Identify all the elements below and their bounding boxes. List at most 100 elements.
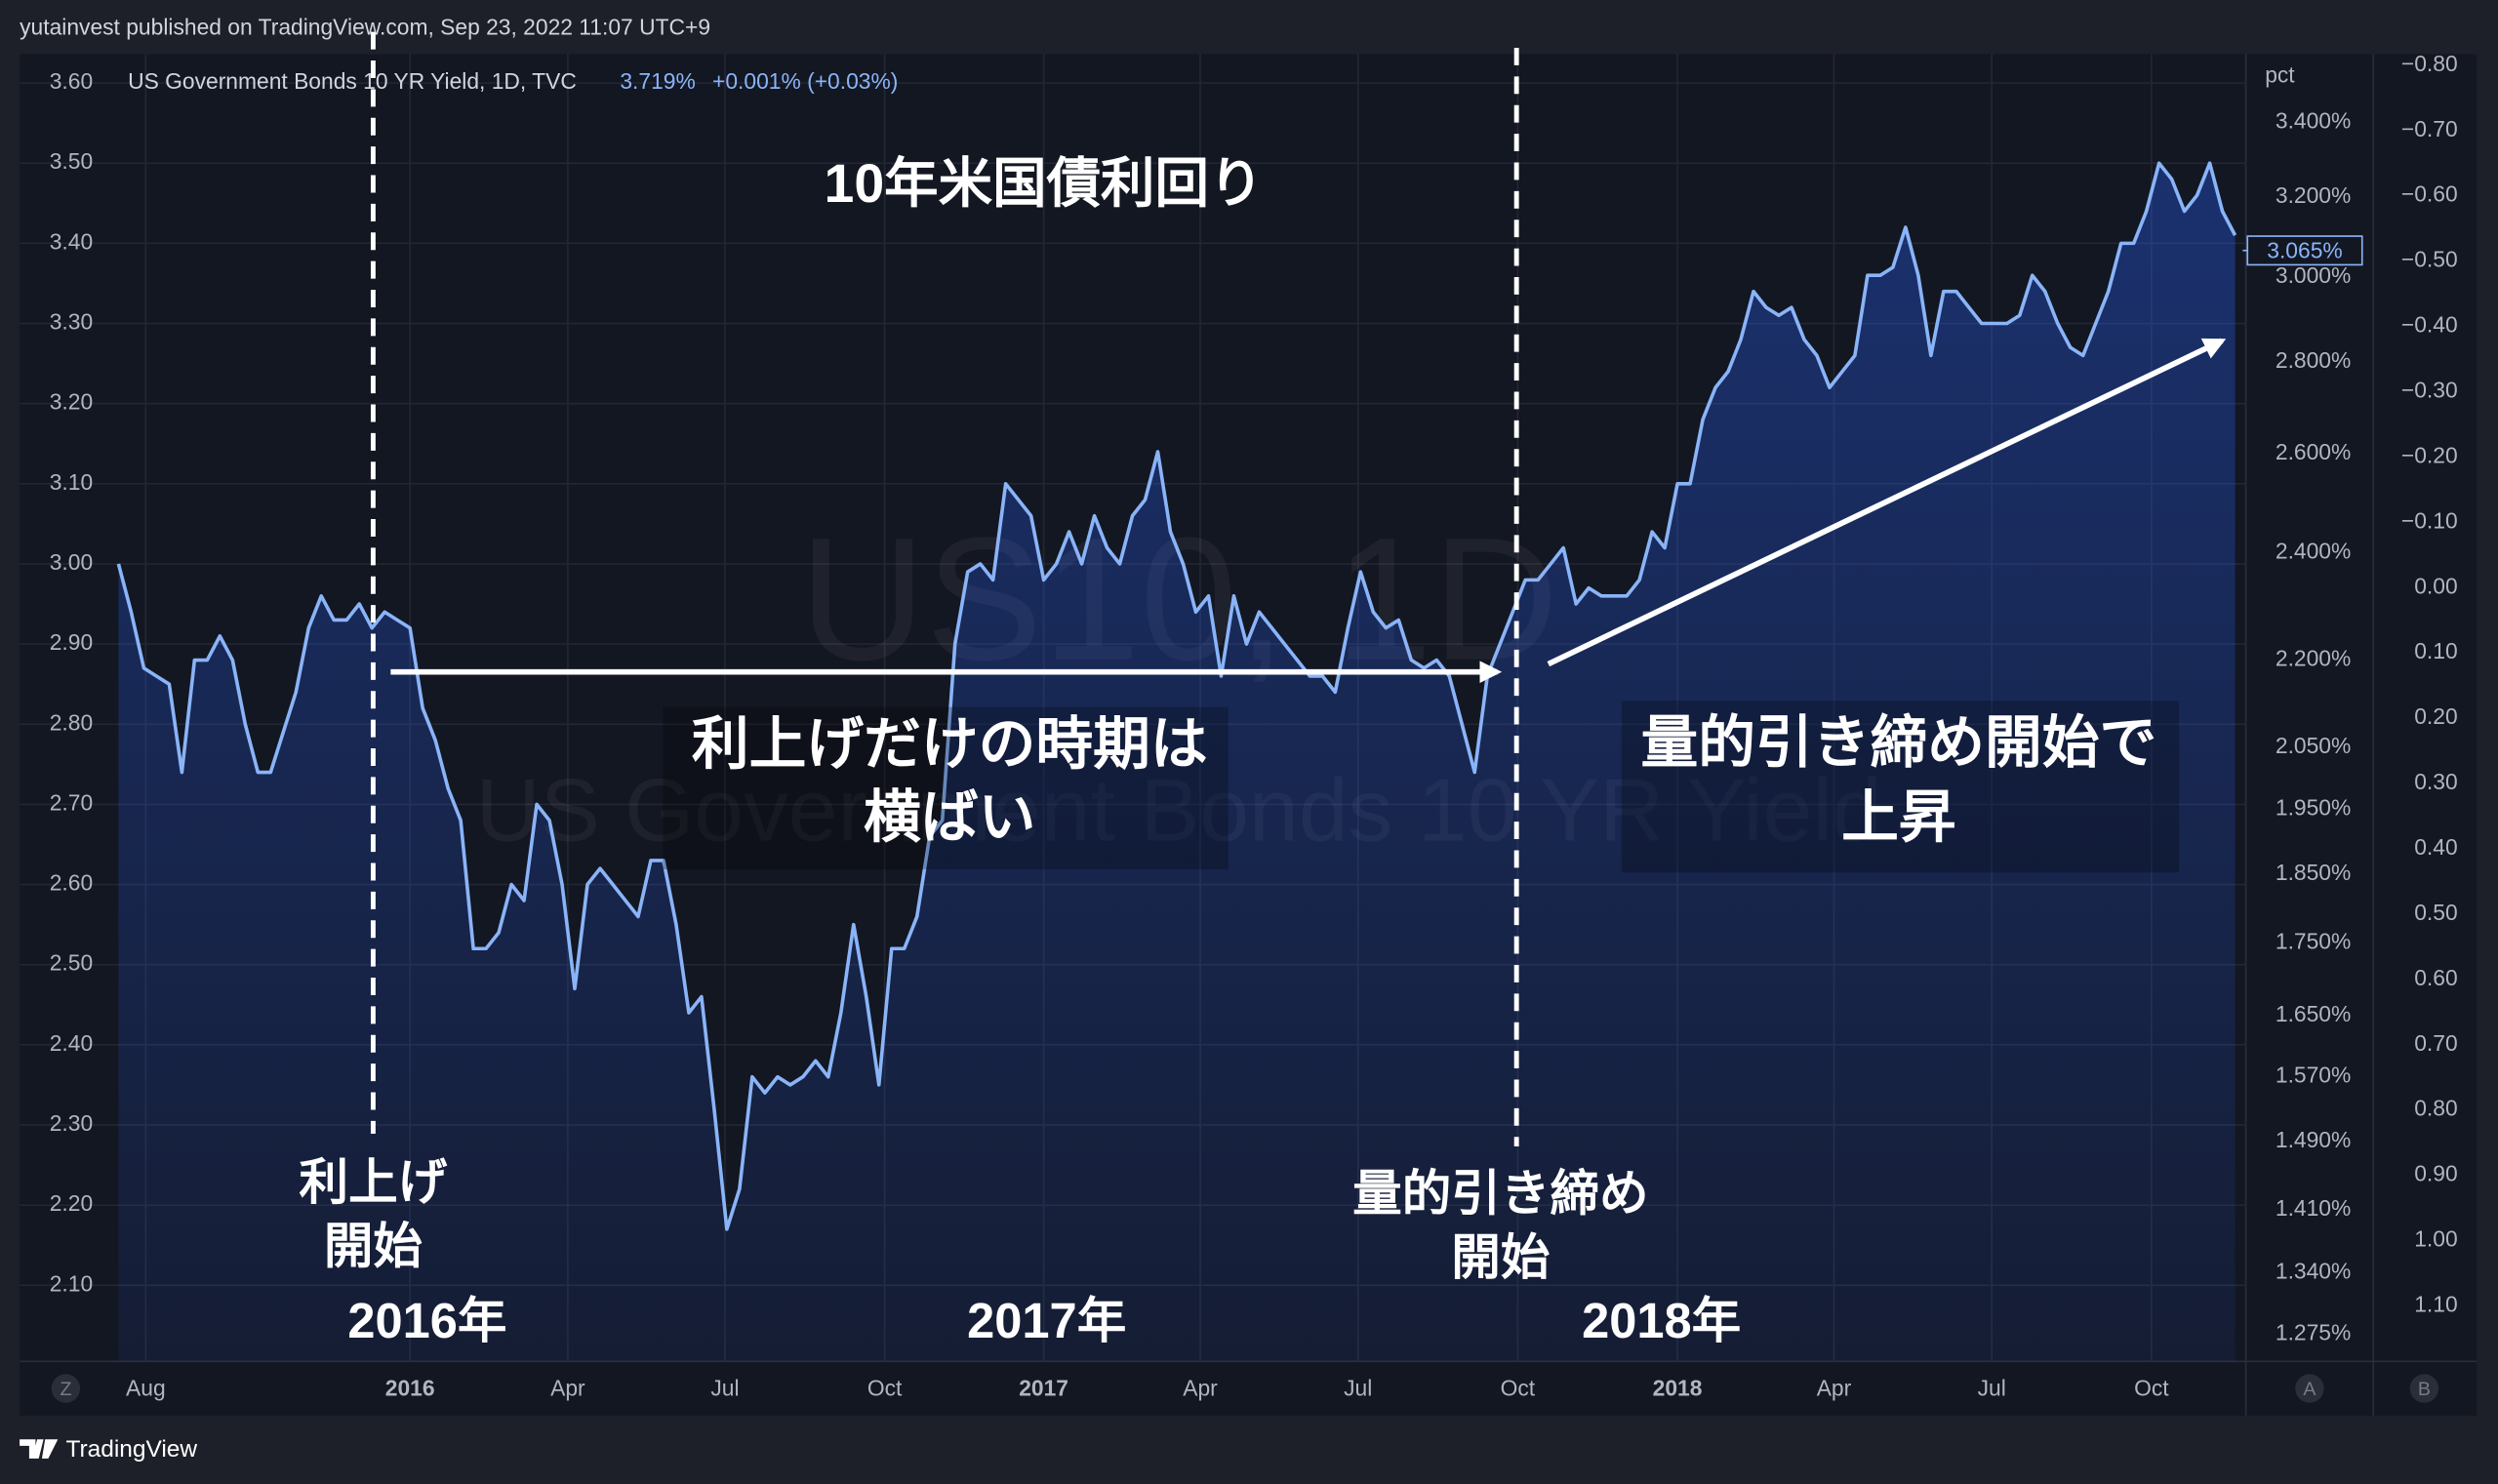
y2-tick-label: 1.650% (2276, 1001, 2351, 1026)
price-marker-box (2246, 235, 2363, 266)
scale-button[interactable]: B (2409, 1374, 2439, 1403)
y3-tick-label: 0.60 (2414, 965, 2457, 990)
button-bg[interactable] (51, 1374, 81, 1403)
x-tick-label: 2018 (1653, 1376, 1703, 1401)
annotation-text: 上昇 (1841, 786, 1955, 850)
y3-tick-label: −0.60 (2401, 181, 2458, 207)
annotation-text: 量的引き締め開始で (1640, 711, 2156, 775)
y3-tick-label: −0.30 (2401, 378, 2458, 403)
y3-tick-label: −0.20 (2401, 442, 2458, 467)
y2-tick-label: 2.200% (2276, 646, 2351, 671)
x-tick-label: Jul (710, 1376, 739, 1401)
y-tick-label: 3.40 (50, 228, 93, 254)
legend-entry: US Government Bonds 10 YR Yield, 1D, TVC (128, 68, 577, 94)
y2-tick-label: 1.750% (2276, 928, 2351, 953)
y3-tick-label: −0.40 (2401, 312, 2458, 338)
y2-tick-label: 1.850% (2276, 860, 2351, 885)
button-label[interactable]: A (2303, 1379, 2317, 1400)
price-marker-label: 3.065% (2267, 237, 2342, 262)
y-tick-label: 2.20 (50, 1190, 93, 1216)
annotation-text: 量的引き締め (1352, 1166, 1648, 1222)
scale-button[interactable]: Z (51, 1374, 81, 1403)
y3-tick-label: 0.40 (2414, 834, 2457, 860)
brand[interactable]: TradingView (20, 1436, 197, 1463)
x-tick-label: Jul (1344, 1376, 1372, 1401)
y-tick-label: 3.30 (50, 309, 93, 335)
y3-tick-label: 1.10 (2414, 1291, 2457, 1316)
y3-tick-label: −0.50 (2401, 247, 2458, 272)
y2-tick-label: 3.200% (2276, 182, 2351, 208)
y2-tick-label: 3.400% (2276, 107, 2351, 133)
price-scales (2245, 54, 2478, 1362)
annotation-text: 利上げ (300, 1154, 448, 1210)
y3-tick-label: 1.00 (2414, 1226, 2457, 1252)
y3-tick-label: 0.50 (2414, 900, 2457, 925)
annotation-text: 横ばい (864, 786, 1035, 850)
y-tick-label: 3.50 (50, 148, 93, 174)
x-tick-label: Apr (550, 1376, 585, 1401)
annotation-text: 開始 (1451, 1229, 1550, 1285)
legend-change: +0.001% (+0.03%) (712, 68, 898, 94)
x-tick-label: 2017 (1019, 1376, 1068, 1401)
series-layer (116, 161, 2237, 1362)
y-tick-label: 2.70 (50, 789, 93, 815)
scale-button[interactable]: A (2295, 1374, 2324, 1403)
chart-title: 10年米国債利回り (824, 153, 1263, 214)
y2-axis-label: pct (2265, 61, 2295, 87)
y-tick-label: 3.20 (50, 389, 93, 415)
y2-tick-label: 2.400% (2276, 538, 2351, 563)
y2-tick-label: 1.275% (2276, 1319, 2351, 1344)
y3-tick-label: 0.10 (2414, 638, 2457, 663)
annotation-text: 2017年 (967, 1293, 1126, 1348)
y3-tick-label: 0.70 (2414, 1030, 2457, 1056)
button-bg[interactable] (2295, 1374, 2324, 1403)
y2-tick-label: 1.340% (2276, 1258, 2351, 1283)
x-tick-label: Apr (1817, 1376, 1852, 1401)
axes: 3.60 3.50 3.40 3.30 3.20 3.10 3.00 2.90 2.80 2.70… (50, 51, 2458, 1401)
y2-tick-label: 1.950% (2276, 794, 2351, 820)
y2-tick-label: 2.800% (2276, 347, 2351, 373)
y-tick-label: 3.60 (50, 68, 93, 94)
x-tick-label: 2016 (385, 1376, 435, 1401)
y-tick-label: 2.80 (50, 709, 93, 735)
y-tick-label: 2.90 (50, 629, 93, 655)
y2-tick-label: 2.050% (2276, 733, 2351, 758)
time-scale (20, 1361, 2478, 1416)
y-tick-label: 3.00 (50, 549, 93, 575)
y3-tick-label: −0.70 (2401, 116, 2458, 141)
y-tick-label: 2.60 (50, 870, 93, 896)
x-tick-label: Apr (1183, 1376, 1218, 1401)
y-tick-label: 2.50 (50, 950, 93, 976)
y3-tick-label: 0.90 (2414, 1161, 2457, 1186)
y2-tick-label: 1.410% (2276, 1195, 2351, 1221)
legend-last: 3.719% (620, 68, 695, 94)
y2-tick-label: 1.570% (2276, 1063, 2351, 1088)
y-tick-label: 2.40 (50, 1030, 93, 1056)
y-tick-label: 2.30 (50, 1110, 93, 1136)
x-tick-label: Oct (2134, 1376, 2169, 1401)
y3-tick-label: 0.80 (2414, 1096, 2457, 1121)
y3-tick-label: 0.30 (2414, 769, 2457, 794)
y2-tick-label: 3.000% (2276, 262, 2351, 288)
x-tick-label: Jul (1978, 1376, 2006, 1401)
annotation-box (663, 706, 1229, 870)
annotation-text: 利上げだけの時期は (692, 713, 1208, 777)
y2-tick-label: 2.600% (2276, 439, 2351, 464)
x-tick-label: Oct (867, 1376, 903, 1401)
y2-tick-label: 1.490% (2276, 1127, 2351, 1152)
arrow (1547, 338, 2227, 667)
brand-name[interactable]: TradingView (65, 1436, 197, 1463)
annotation-box (1621, 701, 2180, 873)
button-label[interactable]: B (2418, 1379, 2431, 1400)
series-line (116, 161, 2237, 1231)
brand-logo[interactable] (20, 1439, 59, 1459)
y-tick-label: 3.10 (50, 469, 93, 495)
y3-tick-label: −0.10 (2401, 507, 2458, 533)
button-bg[interactable] (2409, 1374, 2439, 1403)
area-fill (118, 163, 2236, 1362)
button-label[interactable]: Z (60, 1379, 71, 1400)
y3-tick-label: 0.20 (2414, 703, 2457, 729)
